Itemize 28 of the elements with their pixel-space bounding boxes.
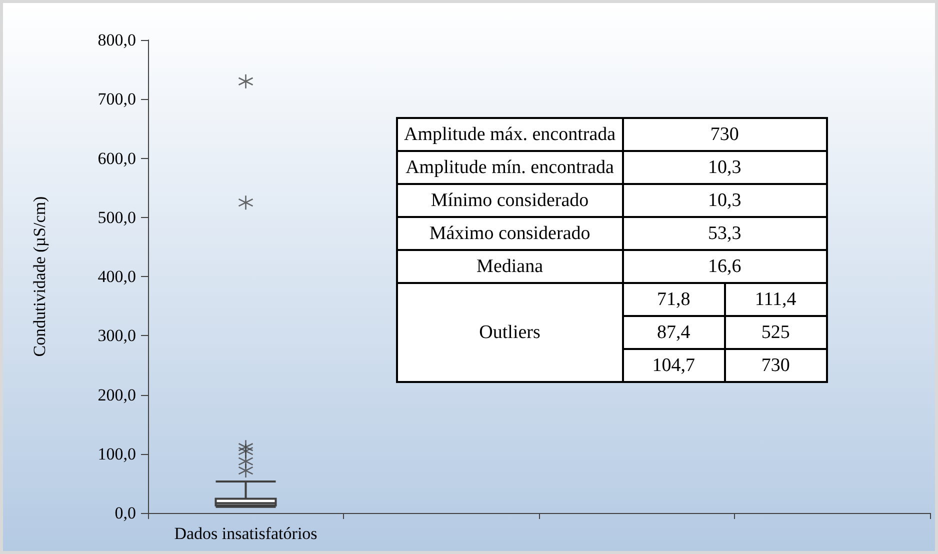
annotation: 10,3 [622, 151, 827, 184]
y-tick-label: 200,0 [98, 385, 136, 404]
annotation: 71,8 [622, 283, 725, 316]
y-tick-label: 300,0 [98, 326, 136, 346]
y-tick-label: 600,0 [98, 148, 136, 168]
annotation: Amplitude mín. encontrada [397, 151, 623, 184]
annotation: Outliers [397, 283, 623, 382]
annotation: Amplitude máx. encontrada [397, 118, 623, 151]
annotation: 730 [622, 118, 827, 151]
annotation: 16,6 [622, 250, 827, 283]
annotation: 87,4 [622, 316, 725, 349]
annotation: 10,3 [622, 184, 827, 217]
y-tick-label: 400,0 [98, 267, 136, 286]
annotation: 111,4 [724, 283, 827, 316]
y-tick-label: 0,0 [114, 504, 136, 522]
annotation: 730 [724, 349, 827, 382]
y-tick-label: 500,0 [98, 208, 136, 227]
y-tick-label: 800,0 [98, 30, 136, 50]
x-tick-label: Dados insatisfatórios [174, 524, 318, 543]
annotation: Mediana [397, 250, 623, 283]
annotation: 525 [724, 316, 827, 349]
annotation: Máximo considerado [397, 217, 623, 250]
y-axis-title: Condutividade (µS/cm) [30, 196, 49, 357]
annotation: 104,7 [622, 349, 725, 382]
annotation: 53,3 [622, 217, 827, 250]
y-tick-label: 100,0 [98, 444, 136, 464]
y-tick-label: 700,0 [98, 90, 136, 109]
annotation: Mínimo considerado [397, 184, 623, 217]
